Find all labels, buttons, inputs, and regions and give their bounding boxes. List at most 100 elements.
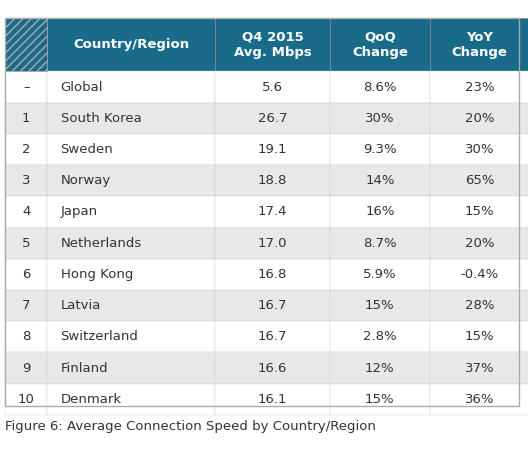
Text: 12%: 12%	[365, 361, 394, 375]
Text: Latvia: Latvia	[61, 299, 101, 312]
Bar	[430, 103, 528, 134]
Bar	[215, 134, 330, 165]
Bar	[330, 228, 430, 259]
Text: 2: 2	[22, 143, 31, 156]
Text: 16.8: 16.8	[258, 268, 287, 281]
Bar	[330, 165, 430, 196]
Text: 36%: 36%	[465, 393, 494, 406]
Bar	[47, 290, 215, 321]
Text: 8.7%: 8.7%	[363, 236, 397, 250]
Text: 1: 1	[22, 112, 31, 125]
Text: 16.1: 16.1	[258, 393, 287, 406]
Text: 10: 10	[18, 393, 35, 406]
Bar	[5, 384, 47, 415]
Bar	[330, 103, 430, 134]
Text: 16.6: 16.6	[258, 361, 287, 375]
Text: Hong Kong: Hong Kong	[61, 268, 133, 281]
Text: 19.1: 19.1	[258, 143, 287, 156]
Bar	[5, 71, 47, 103]
Text: 26.7: 26.7	[258, 112, 287, 125]
Bar	[215, 196, 330, 228]
Bar	[215, 228, 330, 259]
Bar	[430, 165, 528, 196]
Text: 16.7: 16.7	[258, 299, 287, 312]
Bar	[5, 321, 47, 353]
Text: 9: 9	[22, 361, 31, 375]
Text: 20%: 20%	[465, 112, 494, 125]
Text: Switzerland: Switzerland	[61, 331, 138, 343]
Text: 15%: 15%	[365, 299, 394, 312]
Bar	[215, 384, 330, 415]
Bar	[330, 290, 430, 321]
Bar	[5, 353, 47, 384]
Text: Q4 2015
Avg. Mbps: Q4 2015 Avg. Mbps	[233, 31, 312, 59]
Bar	[215, 71, 330, 103]
Text: 17.4: 17.4	[258, 206, 287, 219]
Text: 20%: 20%	[465, 236, 494, 250]
Text: Finland: Finland	[61, 361, 108, 375]
Bar	[47, 353, 215, 384]
Bar	[215, 103, 330, 134]
Text: 4: 4	[22, 206, 31, 219]
Text: 6: 6	[22, 268, 31, 281]
Bar	[330, 321, 430, 353]
Text: Denmark: Denmark	[61, 393, 121, 406]
Bar	[430, 228, 528, 259]
Bar	[330, 384, 430, 415]
Text: 7: 7	[22, 299, 31, 312]
Bar	[430, 290, 528, 321]
Bar	[5, 228, 47, 259]
Text: 15%: 15%	[465, 331, 494, 343]
Bar	[430, 71, 528, 103]
Bar	[430, 18, 528, 71]
Text: 23%: 23%	[465, 81, 494, 94]
Bar	[5, 134, 47, 165]
Bar	[430, 384, 528, 415]
Bar	[47, 165, 215, 196]
Bar	[5, 290, 47, 321]
Bar	[5, 259, 47, 290]
Bar	[215, 259, 330, 290]
Text: 30%: 30%	[465, 143, 494, 156]
Text: 2.8%: 2.8%	[363, 331, 397, 343]
Bar	[47, 134, 215, 165]
Bar	[5, 18, 47, 71]
Bar	[215, 18, 330, 71]
Bar	[47, 71, 215, 103]
Bar	[330, 196, 430, 228]
Bar	[215, 353, 330, 384]
Bar	[5, 196, 47, 228]
Text: -0.4%: -0.4%	[460, 268, 498, 281]
Text: 15%: 15%	[465, 206, 494, 219]
Bar	[430, 321, 528, 353]
Text: 3: 3	[22, 174, 31, 187]
Bar	[5, 18, 518, 406]
Text: Global: Global	[61, 81, 103, 94]
Text: 5.6: 5.6	[262, 81, 283, 94]
Text: 28%: 28%	[465, 299, 494, 312]
Bar	[430, 196, 528, 228]
Text: 8: 8	[22, 331, 31, 343]
Text: YoY
Change: YoY Change	[451, 31, 507, 59]
Bar	[5, 165, 47, 196]
Text: 17.0: 17.0	[258, 236, 287, 250]
Text: 5: 5	[22, 236, 31, 250]
Text: Japan: Japan	[61, 206, 98, 219]
Bar	[47, 196, 215, 228]
Bar	[47, 259, 215, 290]
Text: 16.7: 16.7	[258, 331, 287, 343]
Bar	[47, 321, 215, 353]
Text: 5.9%: 5.9%	[363, 268, 397, 281]
Text: 9.3%: 9.3%	[363, 143, 397, 156]
Text: 16%: 16%	[365, 206, 394, 219]
Text: 8.6%: 8.6%	[363, 81, 397, 94]
Text: 37%: 37%	[465, 361, 494, 375]
Bar	[47, 228, 215, 259]
Text: 30%: 30%	[365, 112, 394, 125]
Bar	[215, 290, 330, 321]
Bar	[430, 259, 528, 290]
Text: 15%: 15%	[365, 393, 394, 406]
Bar	[330, 259, 430, 290]
Bar	[330, 18, 430, 71]
Text: Figure 6: Average Connection Speed by Country/Region: Figure 6: Average Connection Speed by Co…	[5, 420, 376, 432]
